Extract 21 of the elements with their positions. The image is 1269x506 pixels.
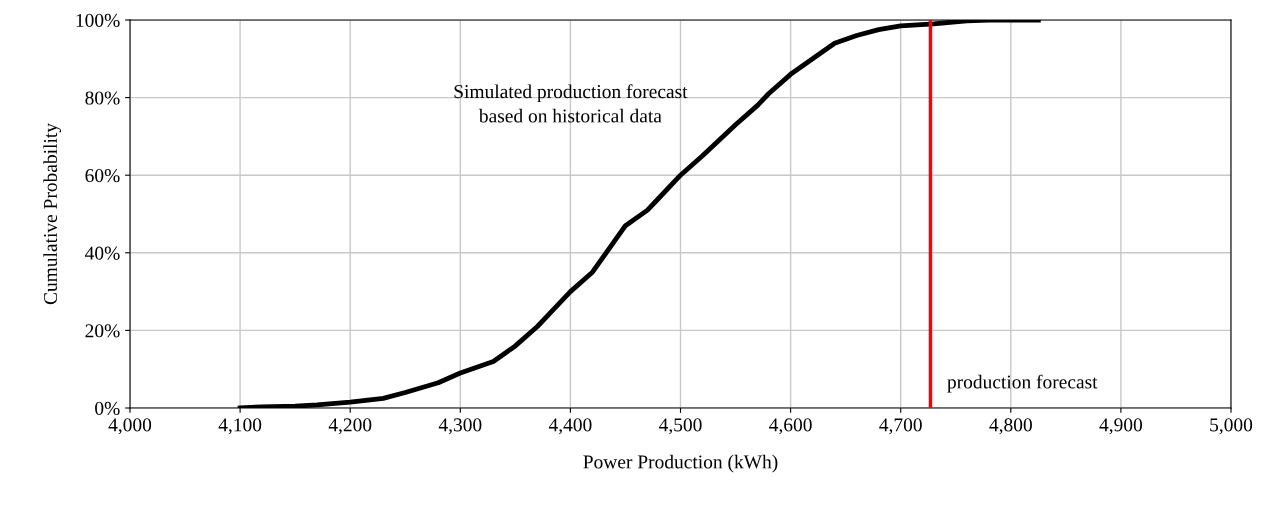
y-tick-label: 20% xyxy=(85,324,120,338)
y-tick-label: 60% xyxy=(85,169,120,183)
x-tick-label: 4,500 xyxy=(659,418,702,435)
y-tick-label: 100% xyxy=(76,13,120,27)
x-axis-title: Power Production (kWh) xyxy=(583,454,778,473)
x-tick-label: 4,700 xyxy=(879,418,922,435)
x-tick-label: 4,800 xyxy=(989,418,1032,435)
x-tick-label: 4,300 xyxy=(438,418,482,435)
y-tick-label: 0% xyxy=(95,401,120,415)
x-tick-label: 4,200 xyxy=(328,418,372,435)
x-tick-label: 4,900 xyxy=(1099,418,1143,435)
x-tick-label: 4,100 xyxy=(218,418,262,435)
y-tick-label: 40% xyxy=(85,246,120,260)
x-tick-label: 4,000 xyxy=(108,418,152,435)
y-axis-title: Cumulative Probability xyxy=(43,123,62,305)
annotation: Simulated production forecast based on historical data xyxy=(454,84,688,123)
y-tick-label: 80% xyxy=(85,91,120,105)
ref-line-label: production forecast xyxy=(947,374,1098,393)
x-tick-label: 4,400 xyxy=(548,418,592,435)
x-tick-label: 4,600 xyxy=(769,418,812,435)
x-tick-label: 5,000 xyxy=(1210,418,1253,435)
